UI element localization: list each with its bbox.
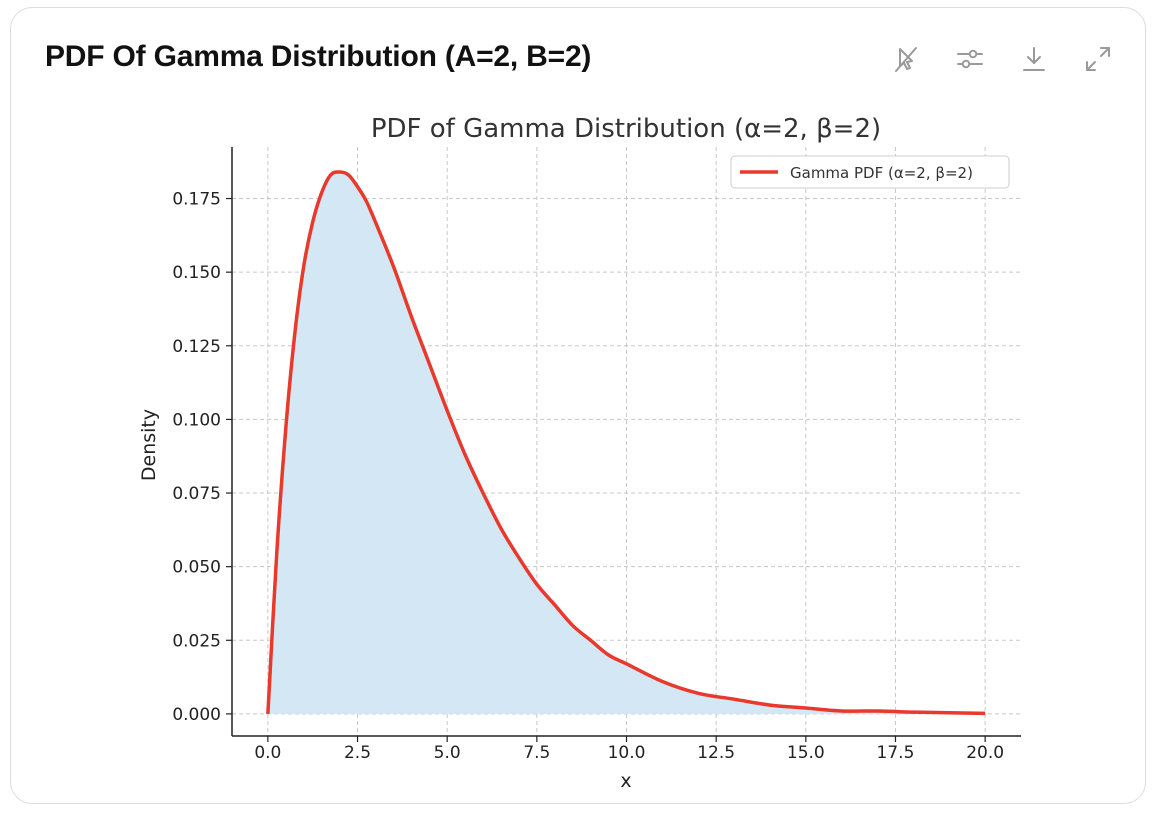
legend: Gamma PDF (α=2, β=2)	[730, 155, 1010, 189]
chart-toolbar	[889, 42, 1115, 76]
axes: 0.0 2.5 5.0 7.5 10.0 12.5 15.0 17.5 20.0 0.000 0.0…	[172, 147, 1021, 763]
y-tick-label: 0.050	[172, 558, 221, 578]
y-tick-label: 0.025	[172, 631, 221, 651]
y-tick-label: 0.100	[172, 410, 221, 430]
download-icon	[1023, 47, 1045, 71]
x-tick-label: 20.0	[966, 743, 1004, 763]
x-tick-label: 2.5	[344, 743, 371, 763]
x-tick-label: 5.0	[434, 743, 461, 763]
download-button[interactable]	[1017, 42, 1051, 76]
card-title: PDF Of Gamma Distribution (A=2, B=2)	[45, 40, 592, 73]
x-tick-label: 7.5	[523, 743, 550, 763]
y-tick-label: 0.175	[172, 190, 221, 210]
y-tick-label: 0.075	[172, 484, 221, 504]
expand-icon	[1086, 47, 1110, 71]
sliders-icon	[957, 49, 983, 69]
y-tick-label: 0.000	[172, 705, 221, 725]
legend-label: Gamma PDF (α=2, β=2)	[790, 164, 973, 182]
chart-settings-button[interactable]	[953, 42, 987, 76]
legend-box	[730, 155, 1010, 189]
x-tick-label: 17.5	[877, 743, 915, 763]
pointer-slash-icon	[895, 47, 917, 72]
x-axis-label: x	[620, 770, 631, 792]
chart-title: PDF of Gamma Distribution (α=2, β=2)	[371, 114, 881, 144]
disable-interactive-button[interactable]	[889, 42, 923, 76]
y-axis-label: Density	[138, 409, 160, 481]
x-tick-label: 15.0	[787, 743, 825, 763]
pdf-line	[266, 170, 986, 716]
x-tick-label: 0.0	[254, 743, 281, 763]
x-tick-label: 10.0	[608, 743, 646, 763]
x-tick-label: 12.5	[697, 743, 735, 763]
pdf-area-fill	[267, 172, 986, 714]
expand-button[interactable]	[1081, 42, 1115, 76]
y-tick-label: 0.150	[172, 263, 221, 283]
y-tick-label: 0.125	[172, 337, 221, 357]
